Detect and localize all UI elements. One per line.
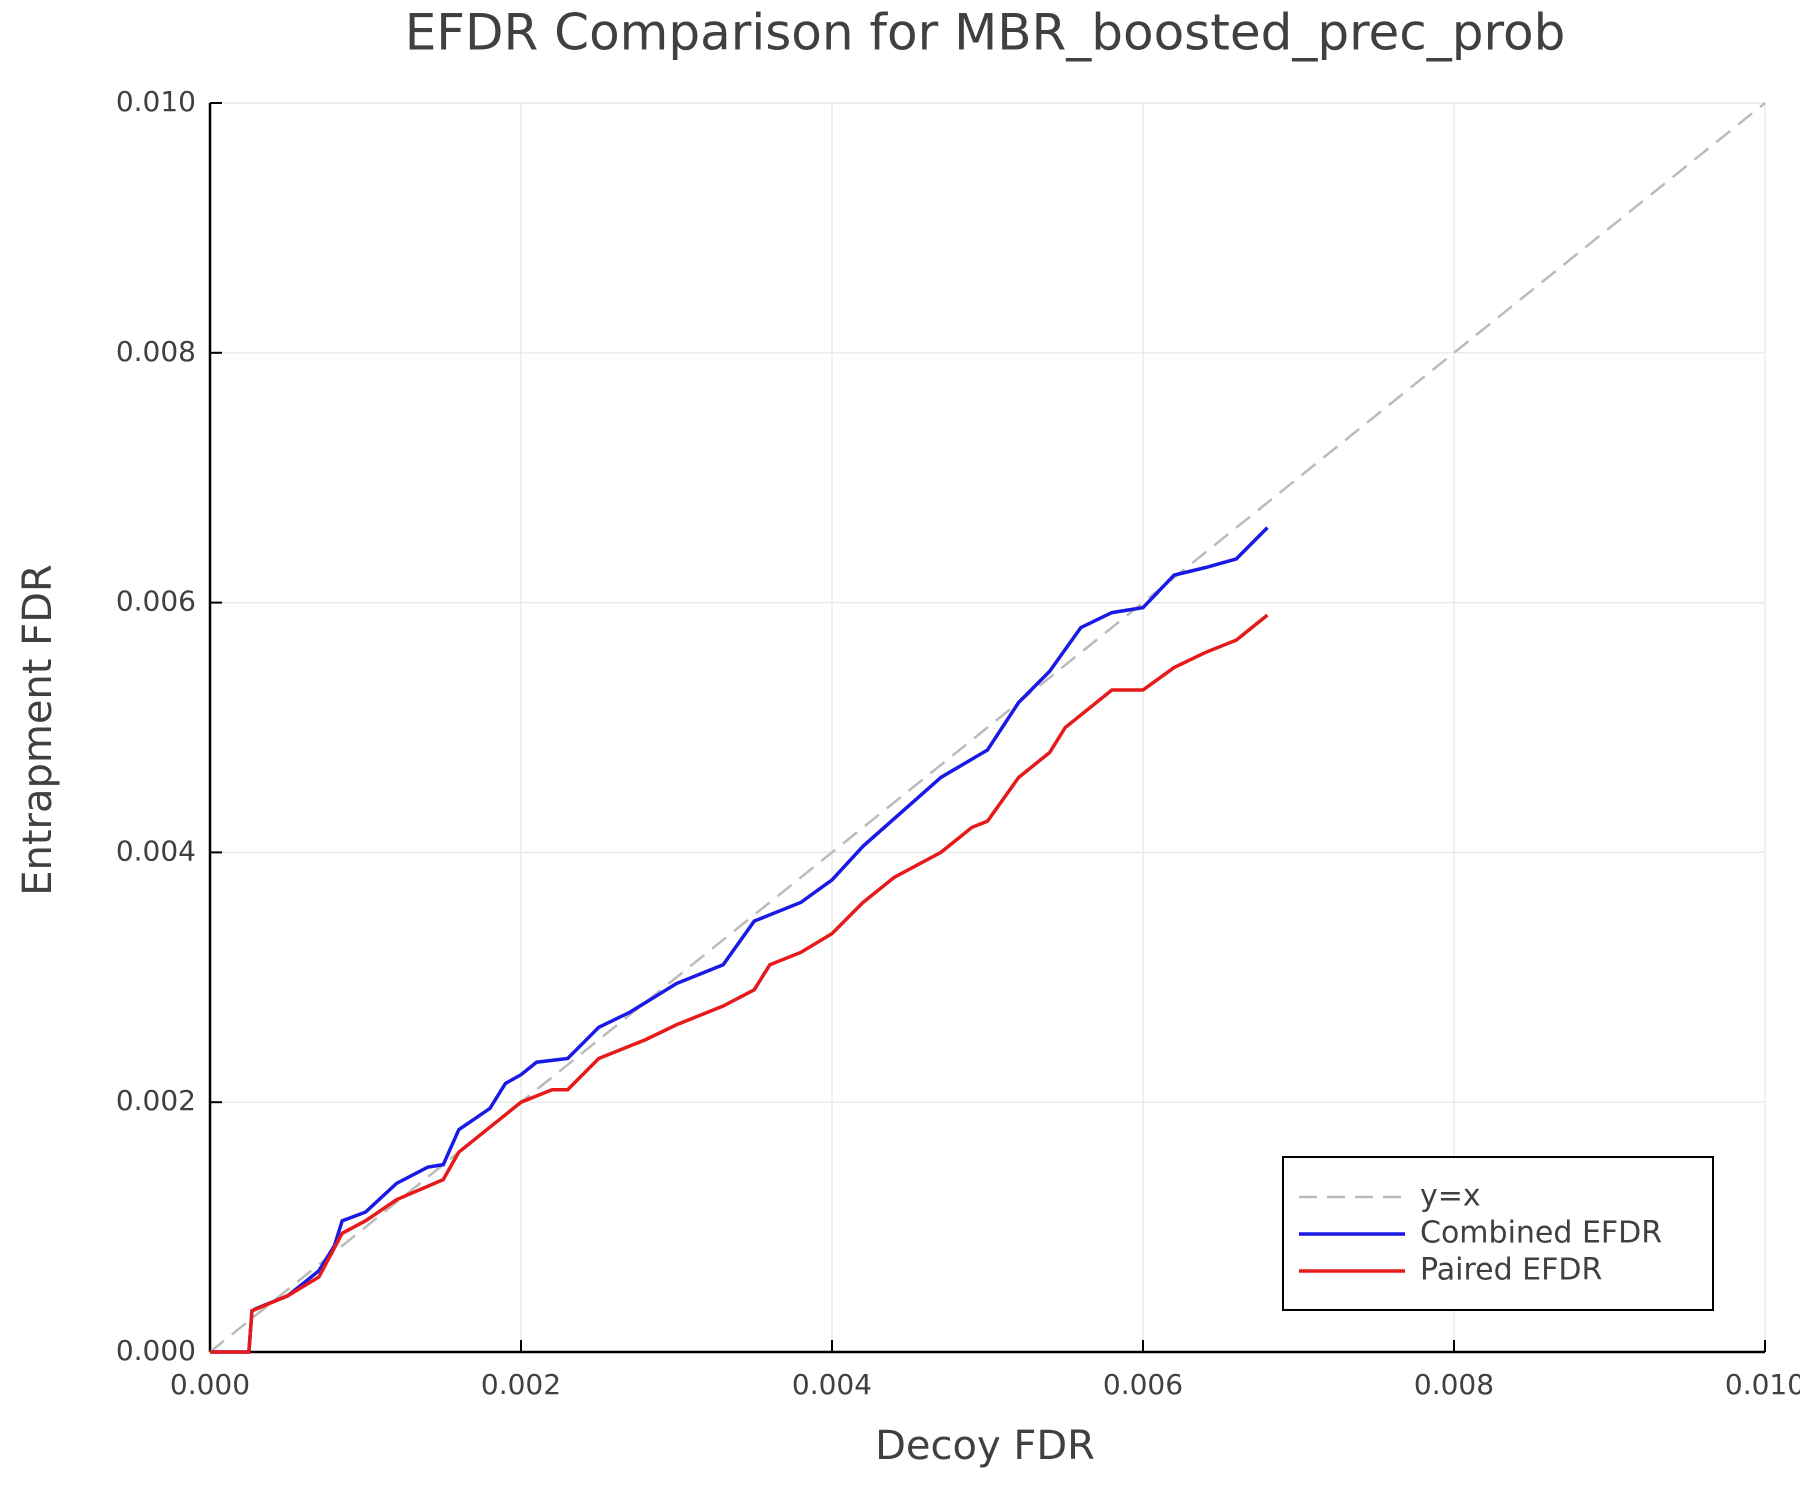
y-axis-label: Entrapment FDR: [15, 564, 61, 896]
series-line: [210, 613, 1269, 1354]
legend-label: Paired EFDR: [1420, 1253, 1602, 1288]
y-tick-label: 0.004: [116, 834, 196, 867]
x-tick-label: 0.008: [1414, 1368, 1494, 1401]
legend-label: y=x: [1420, 1179, 1481, 1214]
chart-title: EFDR Comparison for MBR_boosted_prec_pro…: [405, 4, 1566, 62]
x-tick-label: 0.002: [481, 1368, 561, 1401]
y-tick-label: 0.010: [116, 85, 196, 118]
x-tick-label: 0.004: [792, 1368, 872, 1401]
x-tick-label: 0.010: [1725, 1368, 1800, 1401]
x-tick-label: 0.000: [170, 1368, 250, 1401]
legend-label: Combined EFDR: [1420, 1216, 1662, 1251]
y-tick-label: 0.002: [116, 1084, 196, 1117]
y-tick-label: 0.006: [116, 585, 196, 618]
y-tick-label: 0.000: [116, 1334, 196, 1367]
x-axis-label: Decoy FDR: [875, 1423, 1095, 1469]
series-line: [209, 102, 1766, 1353]
series-line: [210, 526, 1269, 1354]
x-tick-label: 0.006: [1103, 1368, 1183, 1401]
y-tick-label: 0.008: [116, 335, 196, 368]
